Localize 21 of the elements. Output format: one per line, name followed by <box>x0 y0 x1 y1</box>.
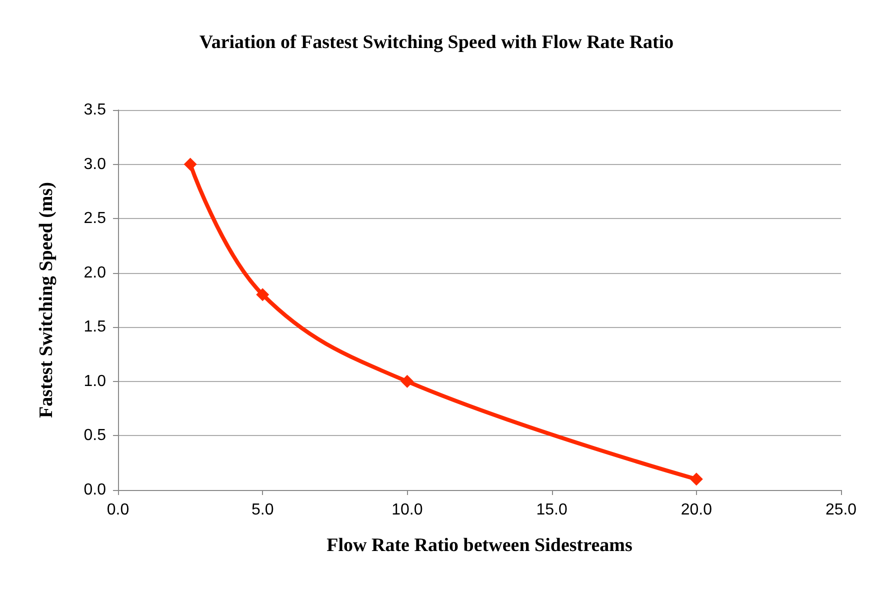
x-tick-label: 0.0 <box>106 502 130 518</box>
y-tick-label: 1.5 <box>84 318 106 336</box>
point <box>256 288 270 302</box>
point <box>690 472 703 486</box>
x-tick-label: 10.0 <box>392 502 423 518</box>
y-tick-label: 3.0 <box>84 156 106 173</box>
y-tick-label: 1.0 <box>84 372 106 390</box>
y-tick-label: 0.0 <box>84 482 106 498</box>
y-tick-label: 2.5 <box>84 210 106 228</box>
x-tick-label: 15.0 <box>536 502 568 518</box>
point <box>400 374 414 388</box>
point <box>184 158 197 171</box>
y-tick-label: 3.5 <box>84 102 106 118</box>
x-axis-title: Flow Rate Ratio between Sidestreams <box>326 535 632 556</box>
chart-title: Variation of Fastest Switching Speed with Flow Rate Ratio <box>199 32 674 53</box>
y-axis-title: Fastest Switching Speed (ms) <box>36 182 57 418</box>
x-tick-label: 20.0 <box>680 502 712 518</box>
y-tick-label: 2.0 <box>84 264 106 282</box>
y-tick-label: 0.5 <box>84 427 106 444</box>
x-tick-label: 5.0 <box>251 502 274 518</box>
x-tick-label: 25.0 <box>825 502 857 518</box>
